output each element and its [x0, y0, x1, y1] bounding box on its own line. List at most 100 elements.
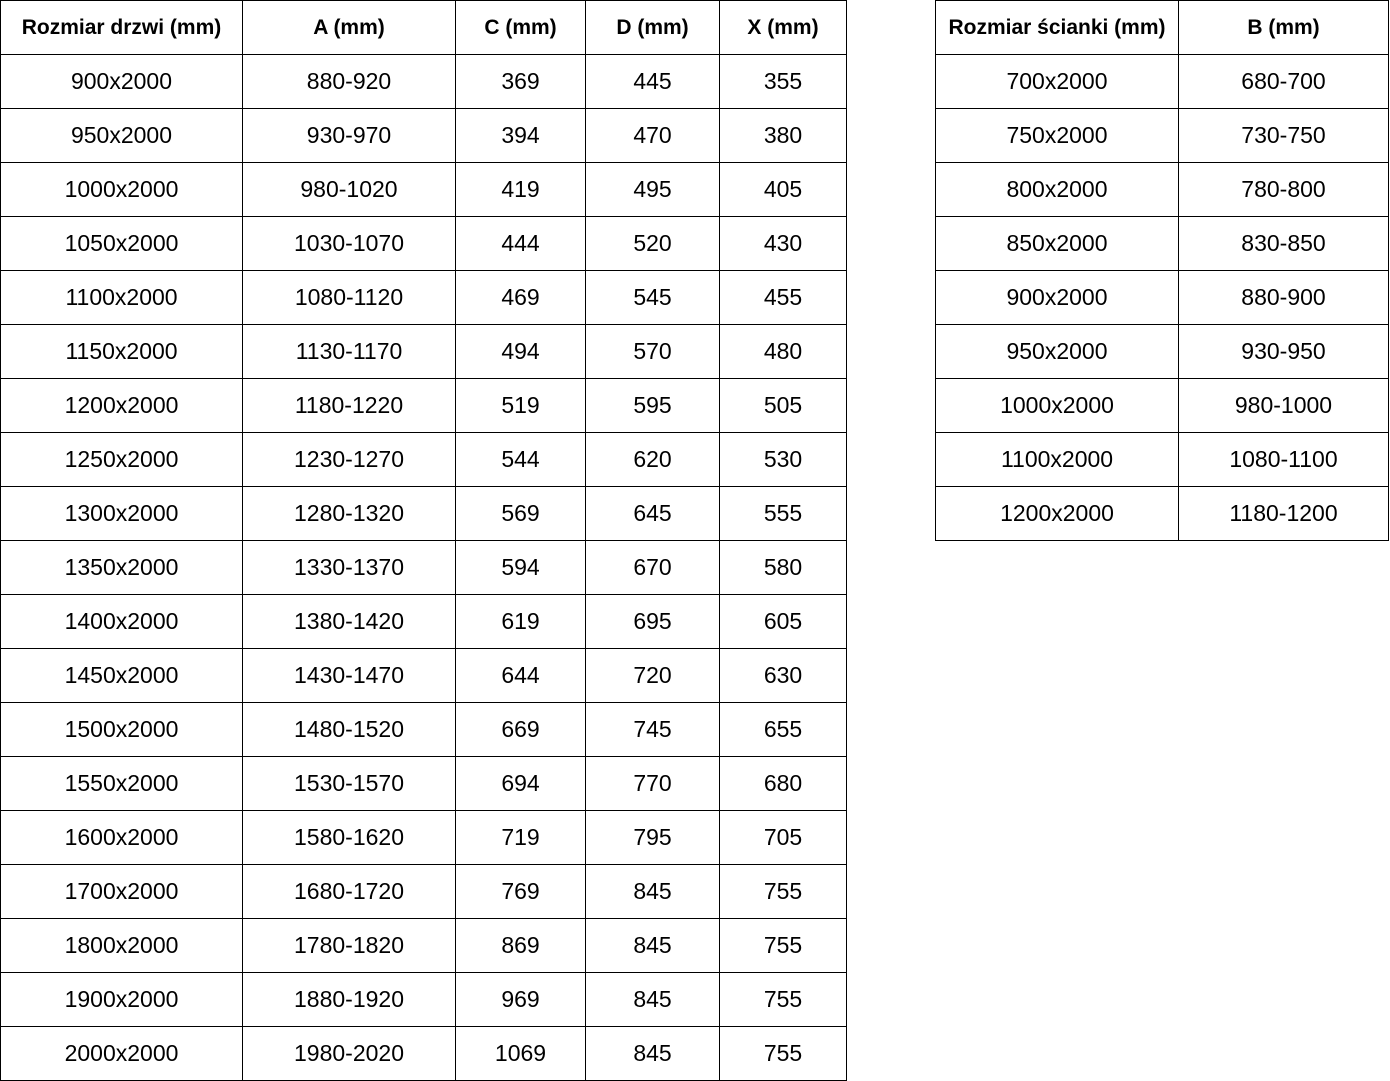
table-cell: 580	[719, 540, 847, 595]
table-cell: 1230-1270	[242, 432, 456, 487]
table-row: 1450x2000 1430-1470 644 720 630	[0, 648, 847, 703]
table-cell: 1180-1200	[1178, 486, 1389, 541]
table-row: 1500x2000 1480-1520 669 745 655	[0, 702, 847, 757]
table-row: 1600x2000 1580-1620 719 795 705	[0, 810, 847, 865]
table-cell: 555	[719, 486, 847, 541]
table-row: 1200x2000 1180-1200	[935, 486, 1389, 541]
table-cell: 545	[585, 270, 720, 325]
table-cell: 430	[719, 216, 847, 271]
table-cell: 369	[455, 54, 586, 109]
table-cell: 620	[585, 432, 720, 487]
table-cell: 380	[719, 108, 847, 163]
table-cell: 755	[719, 864, 847, 919]
table-cell: 1350x2000	[0, 540, 243, 595]
table-cell: 1450x2000	[0, 648, 243, 703]
table-cell: 680-700	[1178, 54, 1389, 109]
table-row: 1400x2000 1380-1420 619 695 605	[0, 594, 847, 649]
table-row: 950x2000 930-970 394 470 380	[0, 108, 847, 163]
table-cell: 880-900	[1178, 270, 1389, 325]
table-cell: 1000x2000	[0, 162, 243, 217]
table-cell: 980-1000	[1178, 378, 1389, 433]
table-cell: 730-750	[1178, 108, 1389, 163]
table-cell: 1050x2000	[0, 216, 243, 271]
table-cell: 900x2000	[935, 270, 1179, 325]
wall-table-header-row: Rozmiar ścianki (mm) B (mm)	[935, 0, 1389, 55]
table-cell: 1180-1220	[242, 378, 456, 433]
table-cell: 720	[585, 648, 720, 703]
column-header: B (mm)	[1178, 0, 1389, 55]
table-cell: 950x2000	[935, 324, 1179, 379]
table-cell: 669	[455, 702, 586, 757]
table-cell: 630	[719, 648, 847, 703]
table-cell: 755	[719, 918, 847, 973]
table-cell: 1530-1570	[242, 756, 456, 811]
table-cell: 719	[455, 810, 586, 865]
table-cell: 670	[585, 540, 720, 595]
table-cell: 1600x2000	[0, 810, 243, 865]
table-cell: 1080-1120	[242, 270, 456, 325]
table-cell: 1080-1100	[1178, 432, 1389, 487]
table-cell: 845	[585, 972, 720, 1027]
table-cell: 694	[455, 756, 586, 811]
table-row: 1000x2000 980-1020 419 495 405	[0, 162, 847, 217]
table-cell: 705	[719, 810, 847, 865]
table-row: 1150x2000 1130-1170 494 570 480	[0, 324, 847, 379]
table-row: 950x2000 930-950	[935, 324, 1389, 379]
table-cell: 1680-1720	[242, 864, 456, 919]
table-row: 1800x2000 1780-1820 869 845 755	[0, 918, 847, 973]
table-row: 900x2000 880-920 369 445 355	[0, 54, 847, 109]
table-cell: 1900x2000	[0, 972, 243, 1027]
table-cell: 1780-1820	[242, 918, 456, 973]
table-cell: 769	[455, 864, 586, 919]
table-cell: 880-920	[242, 54, 456, 109]
table-cell: 950x2000	[0, 108, 243, 163]
table-cell: 619	[455, 594, 586, 649]
table-cell: 495	[585, 162, 720, 217]
table-cell: 770	[585, 756, 720, 811]
table-cell: 680	[719, 756, 847, 811]
table-cell: 655	[719, 702, 847, 757]
table-cell: 2000x2000	[0, 1026, 243, 1081]
table-cell: 750x2000	[935, 108, 1179, 163]
table-cell: 700x2000	[935, 54, 1179, 109]
table-cell: 1200x2000	[0, 378, 243, 433]
table-cell: 1100x2000	[0, 270, 243, 325]
table-cell: 830-850	[1178, 216, 1389, 271]
table-cell: 1150x2000	[0, 324, 243, 379]
table-cell: 845	[585, 918, 720, 973]
table-row: 1700x2000 1680-1720 769 845 755	[0, 864, 847, 919]
wall-table-body: 700x2000 680-700 750x2000 730-750 800x2000 78…	[935, 54, 1389, 541]
table-cell: 1580-1620	[242, 810, 456, 865]
table-cell: 845	[585, 864, 720, 919]
table-cell: 1300x2000	[0, 486, 243, 541]
table-cell: 1380-1420	[242, 594, 456, 649]
table-cell: 480	[719, 324, 847, 379]
door-table-body: 900x2000 880-920 369 445 355 950x2000 930-970 3…	[0, 54, 847, 1081]
table-row: 1300x2000 1280-1320 569 645 555	[0, 486, 847, 541]
column-header: D (mm)	[585, 0, 720, 55]
table-cell: 444	[455, 216, 586, 271]
table-row: 1050x2000 1030-1070 444 520 430	[0, 216, 847, 271]
table-row: 1900x2000 1880-1920 969 845 755	[0, 972, 847, 1027]
table-cell: 594	[455, 540, 586, 595]
table-cell: 850x2000	[935, 216, 1179, 271]
table-cell: 419	[455, 162, 586, 217]
table-cell: 969	[455, 972, 586, 1027]
table-row: 900x2000 880-900	[935, 270, 1389, 325]
table-cell: 569	[455, 486, 586, 541]
table-cell: 845	[585, 1026, 720, 1081]
table-cell: 1550x2000	[0, 756, 243, 811]
table-cell: 469	[455, 270, 586, 325]
table-cell: 570	[585, 324, 720, 379]
table-cell: 505	[719, 378, 847, 433]
table-cell: 445	[585, 54, 720, 109]
table-cell: 1480-1520	[242, 702, 456, 757]
door-size-table: Rozmiar drzwi (mm) A (mm) C (mm) D (mm) X (m…	[0, 0, 847, 1081]
column-header: Rozmiar ścianki (mm)	[935, 0, 1179, 55]
table-cell: 900x2000	[0, 54, 243, 109]
table-row: 1550x2000 1530-1570 694 770 680	[0, 756, 847, 811]
table-cell: 930-950	[1178, 324, 1389, 379]
table-cell: 869	[455, 918, 586, 973]
column-header: A (mm)	[242, 0, 456, 55]
